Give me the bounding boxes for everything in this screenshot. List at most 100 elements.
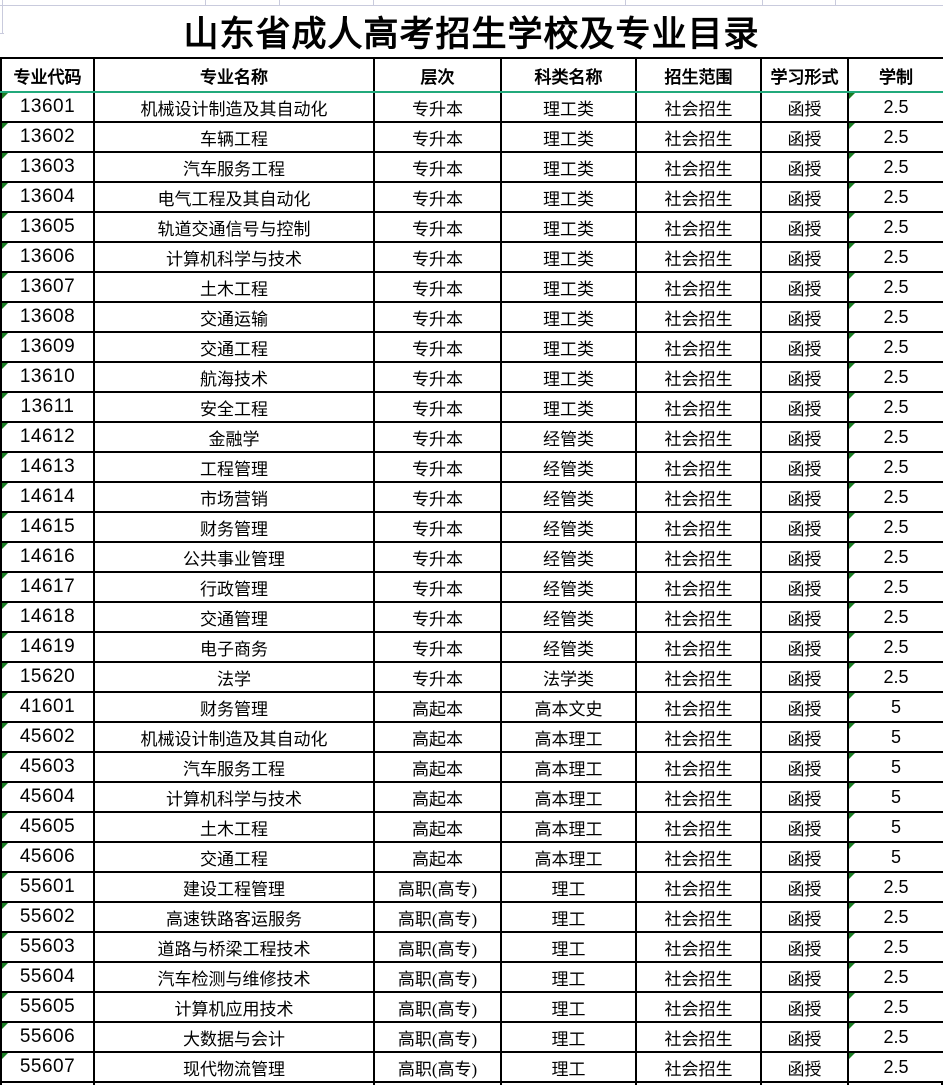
cell-major-code[interactable]: 14618	[0, 601, 95, 633]
cell-duration[interactable]: 2.5	[847, 211, 943, 243]
cell-major-name[interactable]: 财务管理	[93, 691, 375, 723]
cell-scope[interactable]: 社会招生	[635, 121, 762, 153]
cell-duration[interactable]: 2.5	[847, 451, 943, 483]
cell-duration[interactable]: 2.5	[847, 481, 943, 513]
cell-study-form[interactable]: 函授	[760, 481, 849, 513]
cell-major-code[interactable]: 13607	[0, 271, 95, 303]
cell-level[interactable]: 专升本	[373, 271, 502, 303]
cell-study-form[interactable]: 函授	[760, 391, 849, 423]
cell-scope[interactable]: 社会招生	[635, 301, 762, 333]
cell-duration[interactable]: 5	[847, 721, 943, 753]
cell-category[interactable]: 高本理工	[500, 841, 637, 873]
cell-level[interactable]: 专升本	[373, 511, 502, 543]
cell-major-name[interactable]: 机械设计制造及其自动化	[93, 91, 375, 123]
cell-study-form[interactable]: 函授	[760, 301, 849, 333]
cell-level[interactable]: 专升本	[373, 241, 502, 273]
cell-duration[interactable]: 5	[847, 811, 943, 843]
cell-category[interactable]: 理工	[500, 961, 637, 993]
cell-scope[interactable]: 社会招生	[635, 151, 762, 183]
cell-study-form[interactable]: 函授	[760, 781, 849, 813]
cell-major-name[interactable]: 交通运输	[93, 301, 375, 333]
cell-duration[interactable]: 2.5	[847, 541, 943, 573]
cell-level[interactable]: 高职(高专)	[373, 991, 502, 1023]
cell-scope[interactable]: 社会招生	[635, 571, 762, 603]
cell-category[interactable]: 理工	[500, 1021, 637, 1053]
cell-duration[interactable]: 2.5	[847, 1021, 943, 1053]
cell-level[interactable]: 高起本	[373, 841, 502, 873]
cell-study-form[interactable]: 函授	[760, 361, 849, 393]
cell-category[interactable]: 经管类	[500, 571, 637, 603]
cell-major-name[interactable]: 电气工程及其自动化	[93, 181, 375, 213]
cell-scope[interactable]: 社会招生	[635, 871, 762, 903]
cell-scope[interactable]: 社会招生	[635, 241, 762, 273]
cell-duration[interactable]: 2.5	[847, 931, 943, 963]
cell-level[interactable]: 高起本	[373, 721, 502, 753]
cell-study-form[interactable]: 函授	[760, 601, 849, 633]
cell-major-code[interactable]: 13606	[0, 241, 95, 273]
cell-scope[interactable]: 社会招生	[635, 1021, 762, 1053]
cell-category[interactable]: 理工类	[500, 121, 637, 153]
cell-study-form[interactable]: 函授	[760, 211, 849, 243]
cell-major-name[interactable]: 计算机科学与技术	[93, 241, 375, 273]
cell-category[interactable]: 理工	[500, 901, 637, 933]
cell-study-form[interactable]: 函授	[760, 751, 849, 783]
cell-category[interactable]: 高本理工	[500, 721, 637, 753]
cell-category[interactable]: 高本理工	[500, 781, 637, 813]
cell-duration[interactable]: 2.5	[847, 241, 943, 273]
cell-scope[interactable]: 社会招生	[635, 331, 762, 363]
cell-duration[interactable]: 2.5	[847, 961, 943, 993]
cell-category[interactable]: 理工	[500, 1051, 637, 1083]
cell-major-name[interactable]: 计算机科学与技术	[93, 781, 375, 813]
cell-major-code[interactable]: 45603	[0, 751, 95, 783]
cell-major-name[interactable]: 交通工程	[93, 841, 375, 873]
cell-level[interactable]: 专升本	[373, 421, 502, 453]
cell-category[interactable]: 理工	[500, 871, 637, 903]
cell-duration[interactable]: 2.5	[847, 601, 943, 633]
cell-level[interactable]: 高起本	[373, 811, 502, 843]
cell-category[interactable]: 理工类	[500, 361, 637, 393]
cell-study-form[interactable]: 函授	[760, 871, 849, 903]
cell-category[interactable]: 理工	[500, 991, 637, 1023]
cell-duration[interactable]: 5	[847, 691, 943, 723]
cell-level[interactable]: 专升本	[373, 601, 502, 633]
cell-major-name[interactable]: 汽车检测与维修技术	[93, 961, 375, 993]
cell-major-name[interactable]: 交通工程	[93, 331, 375, 363]
cell-major-code[interactable]: 45602	[0, 721, 95, 753]
cell-scope[interactable]: 社会招生	[635, 181, 762, 213]
sheet-title-cell[interactable]: 山东省成人高考招生学校及专业目录	[0, 5, 943, 57]
cell-study-form[interactable]: 函授	[760, 181, 849, 213]
cell-major-code[interactable]: 55602	[0, 901, 95, 933]
cell-duration[interactable]: 2.5	[847, 631, 943, 663]
cell-level[interactable]: 高职(高专)	[373, 961, 502, 993]
column-header-duration[interactable]: 学制	[847, 57, 943, 93]
cell-major-code[interactable]: 14616	[0, 541, 95, 573]
cell-study-form[interactable]: 函授	[760, 421, 849, 453]
cell-major-code[interactable]: 45605	[0, 811, 95, 843]
cell-major-code[interactable]: 45606	[0, 841, 95, 873]
cell-major-name[interactable]: 现代物流管理	[93, 1051, 375, 1083]
cell-major-code[interactable]: 55607	[0, 1051, 95, 1083]
cell-category[interactable]: 高本文史	[500, 691, 637, 723]
cell-scope[interactable]: 社会招生	[635, 811, 762, 843]
cell-category[interactable]: 理工类	[500, 151, 637, 183]
cell-scope[interactable]: 社会招生	[635, 511, 762, 543]
cell-major-name[interactable]: 财务管理	[93, 511, 375, 543]
column-header-study-form[interactable]: 学习形式	[760, 57, 849, 93]
cell-study-form[interactable]: 函授	[760, 271, 849, 303]
cell-major-name[interactable]: 安全工程	[93, 391, 375, 423]
cell-category[interactable]: 经管类	[500, 601, 637, 633]
cell-scope[interactable]: 社会招生	[635, 541, 762, 573]
cell-level[interactable]: 高起本	[373, 781, 502, 813]
cell-category[interactable]: 经管类	[500, 451, 637, 483]
cell-study-form[interactable]: 函授	[760, 1051, 849, 1083]
cell-scope[interactable]: 社会招生	[635, 271, 762, 303]
cell-study-form[interactable]: 函授	[760, 331, 849, 363]
cell-category[interactable]: 经管类	[500, 511, 637, 543]
cell-scope[interactable]: 社会招生	[635, 721, 762, 753]
cell-duration[interactable]: 2.5	[847, 91, 943, 123]
cell-major-code[interactable]: 41601	[0, 691, 95, 723]
cell-major-name[interactable]: 土木工程	[93, 271, 375, 303]
cell-study-form[interactable]: 函授	[760, 661, 849, 693]
cell-major-code[interactable]: 14615	[0, 511, 95, 543]
cell-study-form[interactable]: 函授	[760, 451, 849, 483]
